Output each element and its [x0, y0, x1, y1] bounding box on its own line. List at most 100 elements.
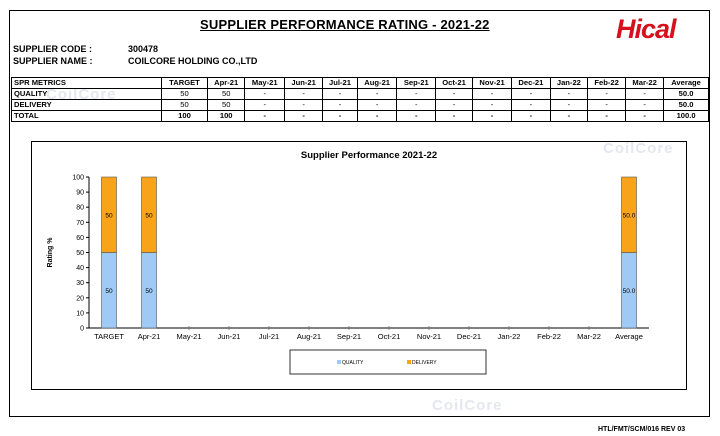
legend-box — [289, 349, 487, 375]
table-cell: - — [322, 88, 358, 100]
table-header-cell: Average — [663, 77, 709, 89]
x-tick-label: Apr-21 — [138, 332, 161, 341]
table-cell: - — [244, 110, 286, 122]
y-tick-label: 40 — [76, 265, 84, 272]
x-tick-label: Jul-21 — [259, 332, 279, 341]
document-reference: HTL/FMT/SCM/016 REV 03 — [598, 426, 686, 433]
data-label: 50 — [105, 212, 113, 219]
empty-marker — [187, 326, 191, 330]
data-label: 50.0 — [623, 288, 636, 295]
bar-delivery — [141, 176, 157, 253]
table-cell: 50 — [161, 99, 208, 111]
x-tick-label: Oct-21 — [378, 332, 401, 341]
table-cell: - — [244, 88, 286, 100]
table-cell: - — [435, 110, 473, 122]
chart-container: Supplier Performance 2021-22 Rating % 0 10 2… — [31, 141, 687, 390]
table-row: TOTAL 100 100- - - - - - - - - - -100.0 — [11, 110, 709, 122]
x-tick-label: Nov-21 — [417, 332, 441, 341]
y-axis-label: Rating % — [47, 237, 54, 268]
y-tick-label: 10 — [76, 310, 84, 317]
table-row: QUALITY 50 50- - - - - - - - - - -50.0 — [11, 88, 709, 100]
x-tick-label: Feb-22 — [537, 332, 561, 341]
table-cell: - — [587, 110, 627, 122]
table-cell: - — [587, 99, 627, 111]
legend-label: QUALITY — [342, 360, 364, 366]
y-tick-label: 0 — [80, 326, 84, 333]
data-label: 50.0 — [623, 212, 636, 219]
table-cell: - — [356, 88, 398, 100]
y-tick-label: 60 — [76, 235, 84, 242]
table-cell: - — [625, 88, 665, 100]
table-header-cell: Mar-22 — [625, 77, 665, 89]
table-header-row: SPR METRICS TARGET Apr-21 May-21 Jun-21 Jul-2… — [11, 77, 709, 89]
data-label: 50 — [145, 288, 153, 295]
table-header-cell: SPR METRICS — [11, 77, 162, 89]
table-header-cell: Dec-21 — [511, 77, 551, 89]
table-header-cell: Sep-21 — [396, 77, 437, 89]
bar-delivery — [621, 176, 637, 253]
metric-name: TOTAL — [11, 110, 162, 122]
legend-swatch-delivery — [407, 360, 411, 364]
performance-chart: Supplier Performance 2021-22 Rating % 0 10 2… — [47, 150, 649, 375]
data-label: 50 — [145, 212, 153, 219]
table-cell: - — [511, 99, 551, 111]
x-tick-label: Aug-21 — [297, 332, 321, 341]
x-tick-label: Average — [615, 332, 643, 341]
table-header-cell: Aug-21 — [356, 77, 398, 89]
bar-delivery — [101, 176, 117, 253]
watermark: CoilCore — [432, 397, 503, 414]
table-cell: - — [471, 110, 513, 122]
table-cell: - — [322, 99, 358, 111]
empty-marker — [227, 326, 231, 330]
y-tick-label: 20 — [76, 295, 84, 302]
data-label: 50 — [105, 288, 113, 295]
watermark: CoilCore — [603, 140, 674, 157]
empty-marker — [347, 326, 351, 330]
table-cell: - — [435, 99, 473, 111]
table-cell: - — [396, 110, 437, 122]
table-cell: 50.0 — [663, 88, 709, 100]
table-cell: - — [244, 99, 286, 111]
table-cell: - — [396, 88, 437, 100]
y-tick-label: 70 — [76, 220, 84, 227]
document-frame — [9, 10, 710, 417]
table-cell: - — [511, 110, 551, 122]
x-tick-label: Sep-21 — [337, 332, 361, 341]
metric-name: QUALITY — [11, 88, 162, 100]
y-tick-label: 30 — [76, 280, 84, 287]
table-cell: 50 — [161, 88, 208, 100]
x-tick-label: Dec-21 — [457, 332, 481, 341]
table-cell: - — [549, 110, 589, 122]
chart-title: Supplier Performance 2021-22 — [301, 150, 437, 161]
table-cell: 100 — [161, 110, 208, 122]
table-cell: - — [625, 99, 665, 111]
empty-marker — [587, 326, 591, 330]
table-cell: - — [549, 88, 589, 100]
table-cell: 100.0 — [663, 110, 709, 122]
y-tick-label: 80 — [76, 205, 84, 212]
empty-marker — [387, 326, 391, 330]
table-cell: 50 — [206, 99, 246, 111]
table-header-cell: Apr-21 — [206, 77, 246, 89]
table-cell: 50 — [206, 88, 246, 100]
x-tick-label: Mar-22 — [577, 332, 601, 341]
x-tick-label: Jan-22 — [498, 332, 521, 341]
supplier-name: COILCORE HOLDING CO.,LTD — [128, 56, 258, 66]
table-cell: - — [511, 88, 551, 100]
table-cell: 100 — [206, 110, 246, 122]
page-title: SUPPLIER PERFORMANCE RATING - 2021-22 — [200, 17, 490, 32]
x-tick-label: TARGET — [94, 332, 124, 341]
table-row: DELIVERY 50 50- - - - - - - - - - -50.0 — [11, 99, 709, 111]
table-header-cell: Jun-21 — [284, 77, 324, 89]
company-logo: Hical — [616, 14, 677, 44]
supplier-name-label: SUPPLIER NAME : — [13, 56, 93, 66]
table-header-cell: TARGET — [161, 77, 208, 89]
supplier-code: 300478 — [128, 44, 159, 54]
empty-marker — [427, 326, 431, 330]
empty-marker — [307, 326, 311, 330]
table-header-cell: Nov-21 — [471, 77, 513, 89]
table-body: QUALITY 50 50- - - - - - - - - - -50.0 DELIVERY 50 50- -… — [11, 88, 709, 122]
metrics-table: SPR METRICS TARGET Apr-21 May-21 Jun-21 Jul-2… — [11, 77, 709, 122]
table-header-cell: May-21 — [244, 77, 286, 89]
table-cell: - — [356, 110, 398, 122]
